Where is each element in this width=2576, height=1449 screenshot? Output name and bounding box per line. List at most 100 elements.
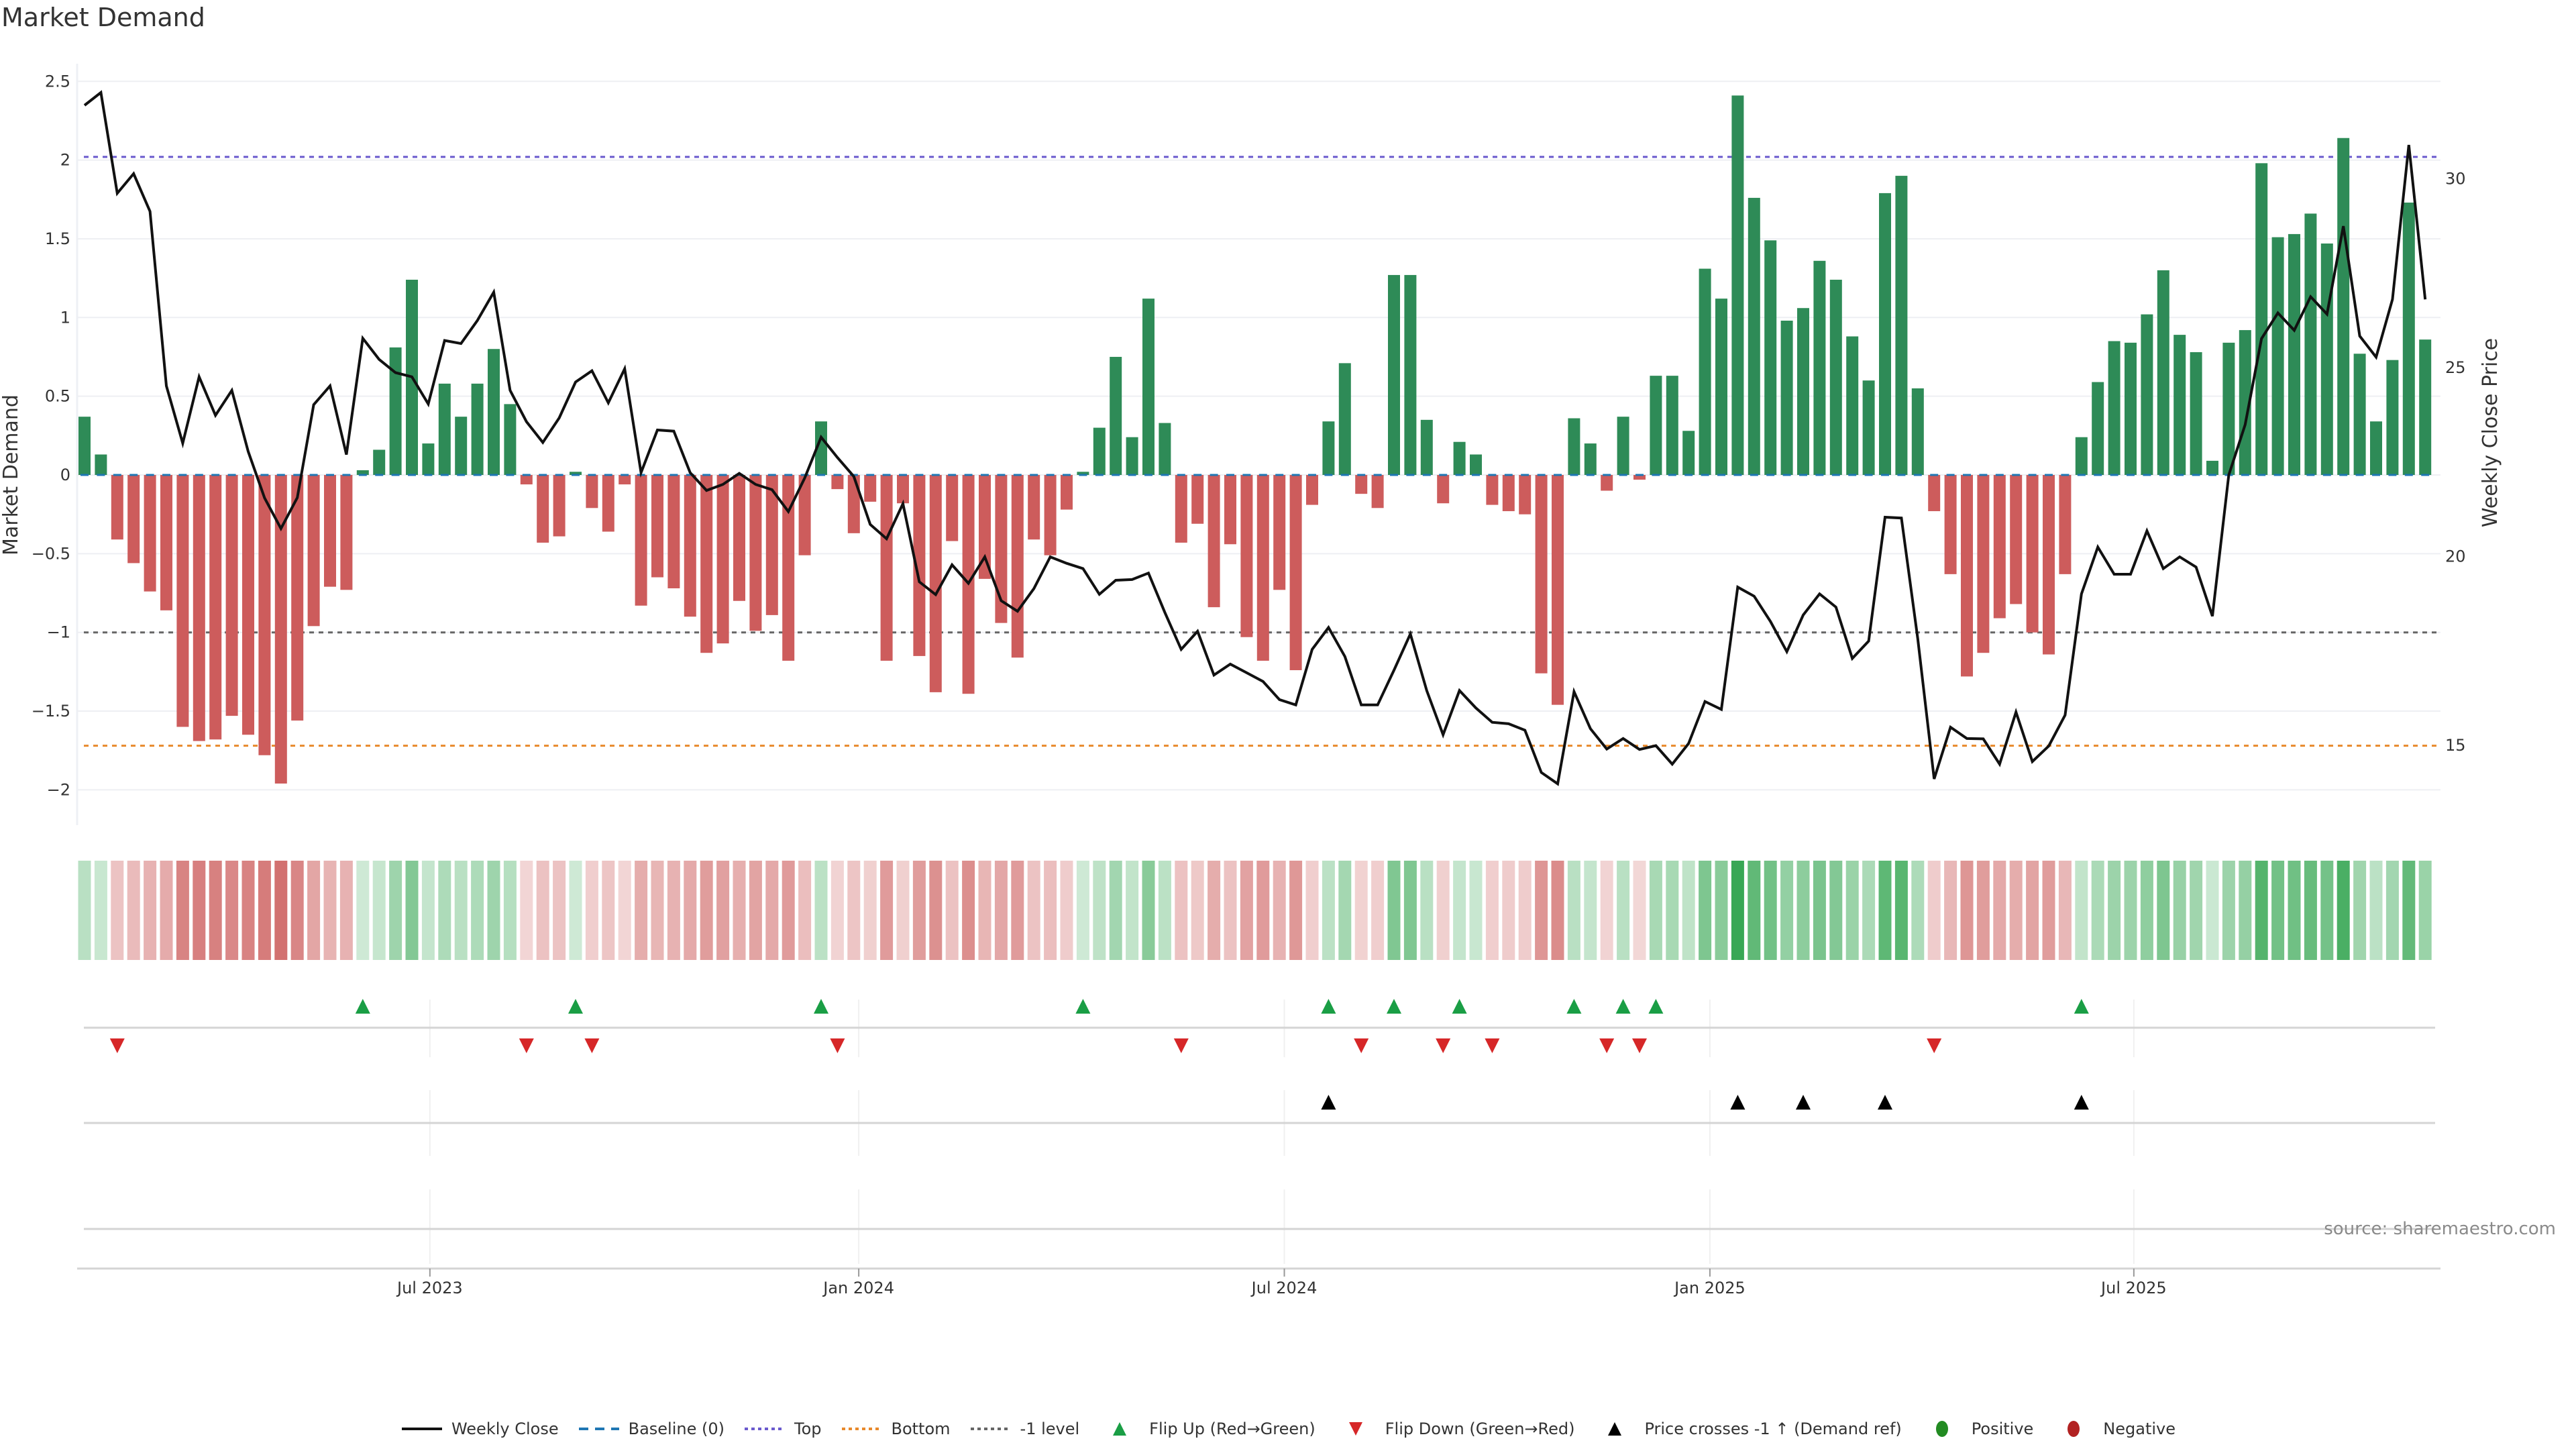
heat-cell [1469, 861, 1483, 960]
heat-cell [782, 861, 795, 960]
price-cross-marker [2074, 1095, 2089, 1110]
flip-down-marker [1436, 1038, 1451, 1053]
legend-item-minus-one[interactable]: -1 level [969, 1419, 1080, 1438]
bar-positive [1829, 279, 1842, 475]
heat-cell [290, 861, 304, 960]
bar-positive [1093, 427, 1106, 475]
bar-negative [1175, 475, 1187, 543]
heat-cell [438, 861, 451, 960]
heat-cell [1813, 861, 1826, 960]
bar-negative [1289, 475, 1302, 671]
bar-negative [176, 475, 189, 727]
bar-positive [1420, 419, 1433, 475]
legend-label: Negative [2103, 1419, 2176, 1438]
bar-positive [1077, 472, 1089, 475]
heat-cell [1453, 861, 1466, 960]
flip-up-marker [2074, 999, 2089, 1014]
bar-positive [455, 417, 468, 475]
heat-cell [618, 861, 631, 960]
heat-strip [78, 861, 2432, 960]
legend-item-bottom[interactable]: Bottom [841, 1419, 951, 1438]
bar-positive [2190, 352, 2202, 475]
bar-positive [438, 383, 451, 475]
legend-item-flip-up[interactable]: Flip Up (Red→Green) [1098, 1419, 1316, 1438]
legend-item-flip-down[interactable]: Flip Down (Green→Red) [1334, 1419, 1574, 1438]
legend-item-positive[interactable]: Positive [1921, 1419, 2033, 1438]
bar-negative [798, 475, 811, 555]
heat-cell [1748, 861, 1761, 960]
bar-positive [1682, 431, 1695, 475]
flip-down-marker [1354, 1038, 1369, 1053]
bar-negative [667, 475, 680, 588]
heat-cell [945, 861, 959, 960]
legend: Weekly Close Baseline (0) Top Bottom -1 leve… [0, 1419, 2576, 1442]
bar-positive [2304, 213, 2317, 475]
bar-negative [765, 475, 778, 615]
legend-item-top[interactable]: Top [743, 1419, 822, 1438]
heat-cell [2124, 861, 2137, 960]
heat-cell [749, 861, 762, 960]
heat-cell [2288, 861, 2301, 960]
heat-cell [78, 861, 91, 960]
legend-item-negative[interactable]: Negative [2052, 1419, 2176, 1438]
legend-item-weekly-close[interactable]: Weekly Close [400, 1419, 559, 1438]
bar-negative [209, 475, 222, 740]
flip-down-marker [519, 1038, 534, 1053]
heat-cell [2058, 861, 2072, 960]
bar-negative [782, 475, 795, 661]
legend-symbol-negative-icon [2068, 1421, 2080, 1437]
bar-negative [537, 475, 549, 543]
bar-positive [95, 454, 107, 475]
heat-cell [487, 861, 500, 960]
bar-positive [2320, 243, 2333, 475]
bar-negative [1028, 475, 1040, 540]
heat-cell [863, 861, 877, 960]
heat-cell [2042, 861, 2055, 960]
legend-item-baseline[interactable]: Baseline (0) [578, 1419, 724, 1438]
legend-label: Price crosses -1 ↑ (Demand ref) [1644, 1419, 1902, 1438]
bar-positive [1470, 454, 1482, 475]
heat-cell [765, 861, 779, 960]
bar-positive [1764, 240, 1777, 475]
heat-cell [1060, 861, 1073, 960]
heat-cell [1960, 861, 1974, 960]
bar-positive [2337, 138, 2350, 475]
bar-negative [1977, 475, 1990, 653]
bar-negative [553, 475, 566, 537]
heat-cell [2026, 861, 2039, 960]
heat-cell [1322, 861, 1335, 960]
heat-cell [2255, 861, 2268, 960]
y-tick-label: 1 [60, 308, 70, 327]
bar-negative [127, 475, 140, 564]
y-tick-label: 2 [60, 151, 70, 170]
flip-down-marker [584, 1038, 600, 1053]
bar-negative [225, 475, 238, 716]
bar-positive [2075, 437, 2088, 475]
flip-down-marker [1485, 1038, 1500, 1053]
heat-cell [1535, 861, 1548, 960]
y2-axis-ticks: 15 20 25 30 [2445, 170, 2466, 755]
bar-negative [1519, 475, 1532, 515]
x-tick-label: Jan 2025 [1673, 1279, 1746, 1297]
bar-positive [1911, 388, 1924, 475]
heat-cell [929, 861, 943, 960]
heat-cell [2206, 861, 2219, 960]
heat-cell [2140, 861, 2153, 960]
bar-negative [2059, 475, 2072, 574]
heat-cell [405, 861, 419, 960]
heat-cell [667, 861, 680, 960]
bar-negative [995, 475, 1008, 623]
bar-positive [1895, 176, 1908, 475]
heat-cell [2402, 861, 2416, 960]
heat-cell [1796, 861, 1810, 960]
bar-negative [1486, 475, 1499, 505]
bar-positive [504, 404, 517, 475]
legend-item-price-cross[interactable]: Price crosses -1 ↑ (Demand ref) [1593, 1419, 1902, 1438]
flip-up-marker [1321, 999, 1336, 1014]
heat-cell [1256, 861, 1270, 960]
price-cross-marker [1796, 1095, 1811, 1110]
legend-label: -1 level [1020, 1419, 1080, 1438]
heat-cell [2353, 861, 2367, 960]
bar-negative [586, 475, 598, 508]
